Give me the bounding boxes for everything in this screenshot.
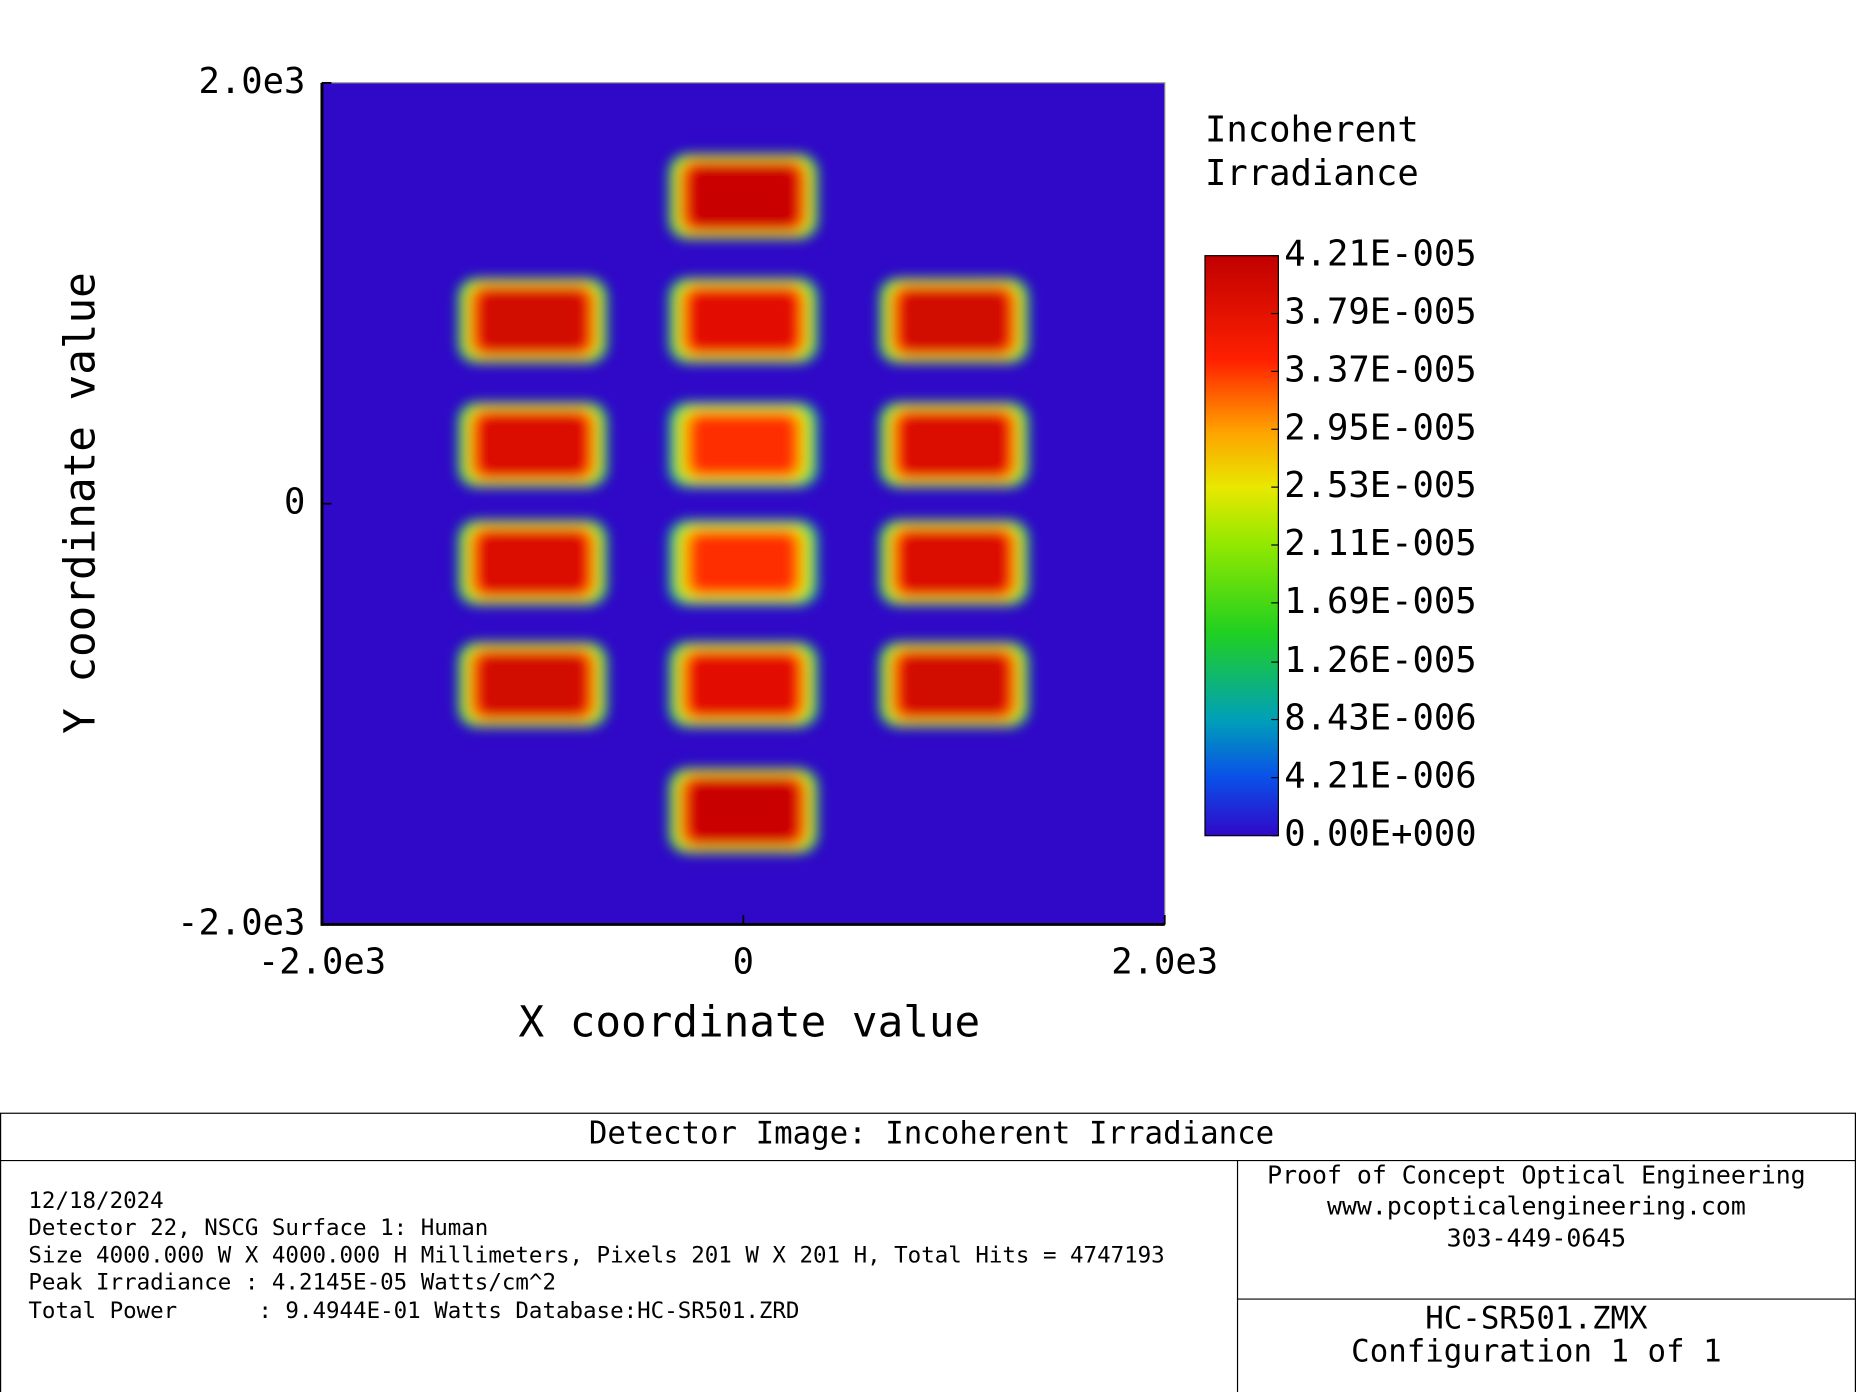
spot-core — [691, 291, 796, 351]
spot-core — [902, 291, 1006, 351]
y-tick-label: 2.0e3 — [199, 61, 306, 102]
spot — [878, 277, 1030, 364]
spot-core — [902, 415, 1006, 475]
footer-frame — [0, 1112, 1856, 1392]
spot — [456, 401, 609, 488]
footer: Detector Image: Incoherent Irradiance 12… — [0, 1112, 1856, 1392]
spot-core — [691, 166, 796, 227]
info-line: Peak Irradiance : 4.2145E-05 Watts/cm^2 — [28, 1270, 556, 1296]
colorbar-tick-label: 8.43E-006 — [1284, 698, 1476, 739]
file-line: Configuration 1 of 1 — [1351, 1333, 1721, 1369]
colorbar-tick-label: 2.53E-005 — [1284, 465, 1476, 506]
info-line: 12/18/2024 — [28, 1188, 163, 1214]
spot-core — [691, 415, 796, 475]
colorbar-tick-label: 3.37E-005 — [1284, 349, 1476, 390]
spot — [667, 767, 820, 855]
colorbar-tick-label: 2.95E-005 — [1284, 407, 1476, 448]
colorbar-tick-label: 3.79E-005 — [1284, 292, 1476, 333]
spot-core — [691, 655, 796, 715]
company-line: Proof of Concept Optical Engineering — [1267, 1161, 1805, 1190]
info-line: Size 4000.000 W X 4000.000 H Millimeters… — [28, 1242, 1164, 1268]
spot-core — [902, 655, 1006, 715]
x-tick-label: -2.0e3 — [258, 942, 386, 983]
colorbar — [1204, 255, 1279, 837]
spot-core — [480, 415, 585, 475]
y-tick-label: -2.0e3 — [177, 902, 305, 943]
x-tick-label: 2.0e3 — [1111, 942, 1218, 983]
spot — [667, 277, 820, 364]
spot — [456, 519, 609, 606]
info-line: Detector 22, NSCG Surface 1: Human — [28, 1215, 488, 1241]
x-axis-label: X coordinate value — [518, 998, 980, 1048]
y-axis-label: Y coordinate value — [55, 272, 105, 734]
spot-core — [480, 655, 585, 715]
info-line: Total Power : 9.4944E-01 Watts Database:… — [28, 1298, 799, 1324]
company-line: www.pcopticalengineering.com — [1327, 1191, 1746, 1220]
spot-core — [691, 533, 796, 593]
colorbar-tick-label: 1.26E-005 — [1284, 640, 1476, 681]
spot — [878, 641, 1030, 728]
colorbar-tick-label: 4.21E-005 — [1284, 234, 1476, 275]
spot — [456, 277, 609, 364]
spot-core — [480, 291, 585, 351]
spot — [878, 519, 1030, 606]
y-tick-label: 0 — [284, 482, 305, 523]
spot — [456, 641, 609, 728]
colorbar-tick-label: 0.00E+000 — [1284, 814, 1476, 855]
footer-title: Detector Image: Incoherent Irradiance — [589, 1116, 1274, 1152]
spot — [878, 401, 1030, 488]
spot-core — [480, 533, 585, 593]
colorbar-tick-label: 4.21E-006 — [1284, 756, 1476, 797]
x-tick-label: 0 — [733, 942, 754, 983]
colorbar-title: Incoherent — [1205, 109, 1419, 150]
spot — [667, 519, 820, 606]
spot — [667, 641, 820, 728]
plot-area — [321, 82, 1165, 925]
file-line: HC-SR501.ZMX — [1425, 1300, 1648, 1336]
spot-core — [902, 533, 1006, 593]
company-line: 303-449-0645 — [1447, 1223, 1626, 1252]
spot — [667, 401, 820, 488]
spot-core — [691, 781, 796, 841]
spot — [667, 153, 820, 240]
colorbar-title: Irradiance — [1205, 153, 1419, 194]
colorbar-tick-label: 2.11E-005 — [1284, 523, 1476, 564]
colorbar-tick-label: 1.69E-005 — [1284, 581, 1476, 622]
